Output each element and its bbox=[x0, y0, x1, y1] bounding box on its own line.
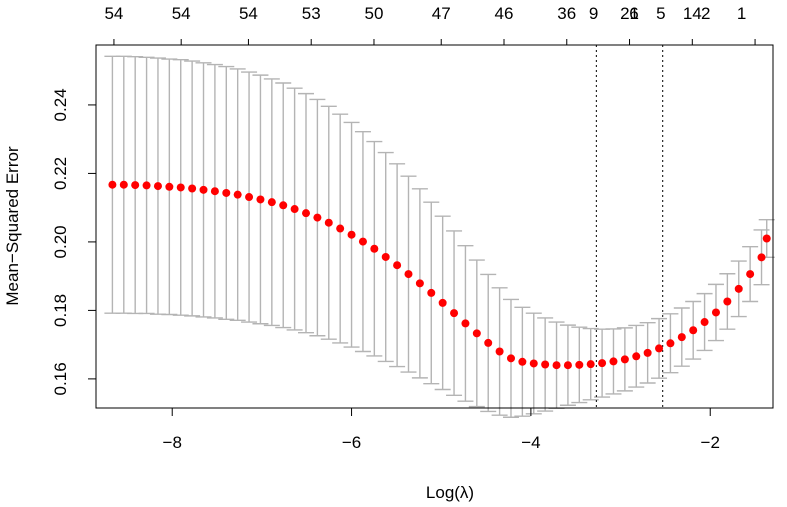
cv-point bbox=[188, 184, 197, 193]
cv-point bbox=[762, 234, 771, 243]
x-tick-label: −6 bbox=[342, 433, 361, 452]
cv-point bbox=[119, 180, 128, 189]
cv-point bbox=[404, 270, 413, 279]
cv-point bbox=[689, 326, 698, 335]
plot-frame bbox=[95, 44, 774, 409]
cv-point bbox=[666, 339, 675, 348]
x-tick-label: −4 bbox=[521, 433, 540, 452]
cv-point bbox=[506, 354, 515, 363]
cv-point bbox=[210, 187, 219, 196]
cv-point bbox=[290, 205, 299, 214]
y-axis: 0.16 0.18 0.20 0.22 0.24 bbox=[51, 88, 96, 395]
cv-point bbox=[245, 193, 254, 202]
cv-point bbox=[199, 185, 208, 194]
cv-point bbox=[563, 361, 572, 370]
cv-point bbox=[131, 181, 140, 190]
cv-point bbox=[256, 195, 265, 204]
top-tick-label: 2 bbox=[701, 4, 710, 23]
x-axis-title: Log(λ) bbox=[426, 483, 474, 502]
top-tick-label: 14 bbox=[683, 4, 702, 23]
cv-point bbox=[438, 298, 447, 307]
cv-point bbox=[632, 352, 641, 361]
cv-point bbox=[757, 253, 766, 262]
cv-point bbox=[324, 218, 333, 227]
cv-point bbox=[723, 297, 732, 306]
y-tick-label: 0.16 bbox=[51, 362, 70, 395]
cv-point bbox=[381, 252, 390, 261]
top-tick-label: 46 bbox=[495, 4, 514, 23]
cv-point bbox=[541, 360, 550, 369]
cv-point bbox=[222, 188, 231, 197]
cv-point bbox=[267, 198, 276, 207]
cv-point bbox=[347, 230, 356, 239]
cv-point bbox=[620, 355, 629, 364]
errorbars-layer bbox=[104, 55, 775, 418]
y-tick-label: 0.24 bbox=[51, 88, 70, 121]
cv-point bbox=[370, 244, 379, 253]
y-tick-label: 0.20 bbox=[51, 225, 70, 258]
cv-point bbox=[142, 181, 151, 190]
cv-point bbox=[279, 201, 288, 210]
top-tick-label: 54 bbox=[172, 4, 191, 23]
cv-point bbox=[165, 182, 174, 191]
cv-point bbox=[677, 333, 686, 342]
cv-point bbox=[176, 183, 185, 192]
cv-point bbox=[655, 344, 664, 353]
top-tick-label: 9 bbox=[589, 4, 598, 23]
top-tick-label: 54 bbox=[104, 4, 123, 23]
top-tick-label: 54 bbox=[239, 4, 258, 23]
cv-point bbox=[495, 347, 504, 356]
cv-point bbox=[746, 270, 755, 279]
cv-point bbox=[427, 288, 436, 297]
top-tick-label: 47 bbox=[432, 4, 451, 23]
cv-point bbox=[358, 237, 367, 246]
cv-point bbox=[302, 209, 311, 218]
cv-point bbox=[393, 261, 402, 270]
cv-point bbox=[336, 224, 345, 233]
cv-point bbox=[518, 357, 527, 366]
cv-point bbox=[153, 182, 162, 191]
top-tick-label: 21 bbox=[620, 4, 639, 23]
cv-point bbox=[450, 309, 459, 318]
y-axis-title: Mean−Squared Error bbox=[3, 146, 22, 306]
cv-point bbox=[609, 357, 618, 366]
cv-point bbox=[575, 360, 584, 369]
cv-point bbox=[461, 319, 470, 328]
cv-point bbox=[484, 338, 493, 347]
cv-point bbox=[313, 213, 322, 222]
top-tick-label: 5 bbox=[656, 4, 665, 23]
points-layer bbox=[108, 180, 771, 370]
top-tick-label: 36 bbox=[557, 4, 576, 23]
cv-point bbox=[586, 360, 595, 369]
x-tick-label: −2 bbox=[701, 433, 720, 452]
cv-point bbox=[711, 308, 720, 317]
cv-point bbox=[700, 318, 709, 327]
x-tick-label: −8 bbox=[163, 433, 182, 452]
top-tick-label: 50 bbox=[365, 4, 384, 23]
vlines-layer bbox=[595, 45, 664, 408]
cv-point bbox=[233, 190, 242, 199]
top-tick-label: 6 bbox=[629, 4, 638, 23]
y-tick-label: 0.18 bbox=[51, 294, 70, 327]
cv-point bbox=[529, 359, 538, 368]
cv-point bbox=[415, 279, 424, 288]
y-tick-label: 0.22 bbox=[51, 157, 70, 190]
cv-point bbox=[552, 361, 561, 370]
top-tick-label: 53 bbox=[302, 4, 321, 23]
x-axis: −8 −6 −4 −2 bbox=[163, 408, 720, 452]
top-tick-label: 1 bbox=[737, 4, 746, 23]
cv-point bbox=[472, 329, 481, 338]
cv-point bbox=[734, 284, 743, 293]
cv-point bbox=[108, 180, 117, 189]
cv-point bbox=[643, 348, 652, 357]
top-axis: 54 54 54 53 50 47 46 36 21 149 6 5 2 1 bbox=[104, 4, 756, 45]
cv-point bbox=[598, 359, 607, 368]
